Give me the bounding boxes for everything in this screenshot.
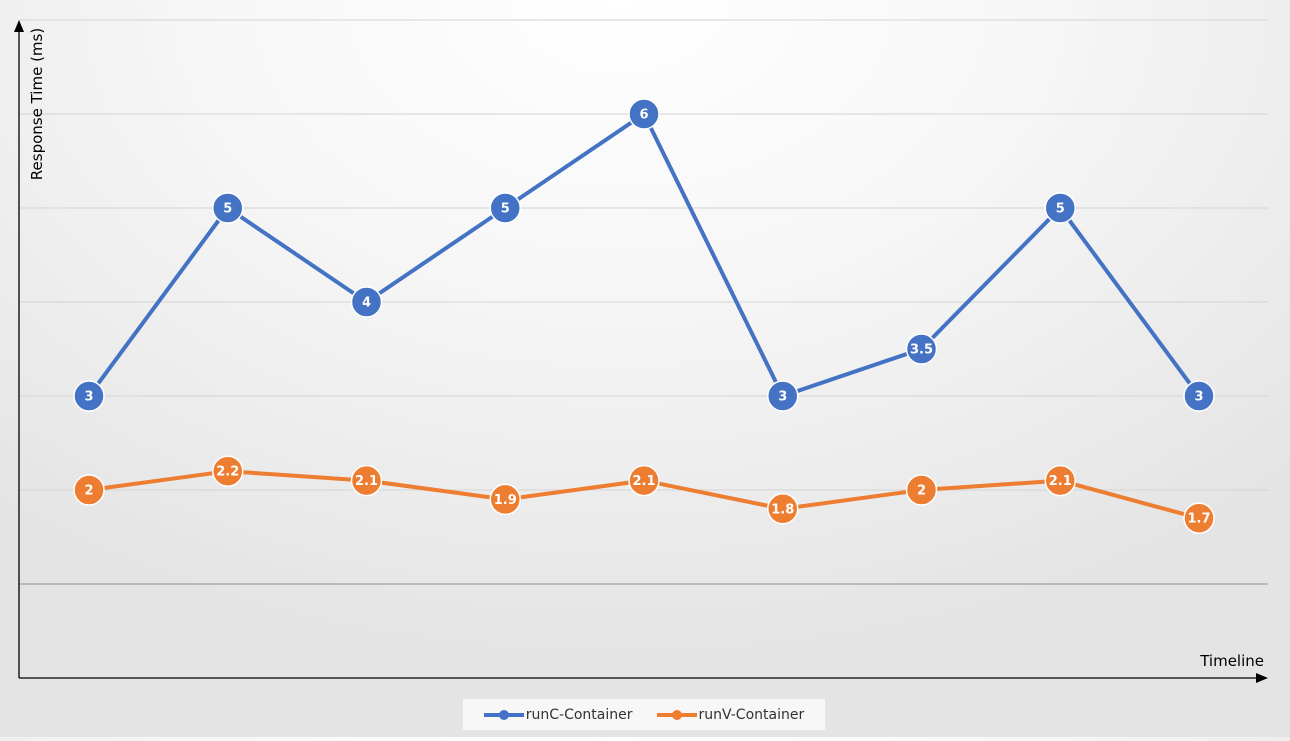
data-label: 3.5 — [910, 343, 933, 358]
data-point[interactable] — [628, 464, 660, 497]
data-label: 4 — [362, 296, 371, 311]
series-runc: 3 5 4 5 6 3 3.5 5 3 — [73, 98, 1215, 412]
data-label: 5 — [1056, 202, 1065, 217]
data-point[interactable] — [905, 333, 938, 365]
legend-swatch-runc — [483, 709, 524, 720]
axes: Response Time (ms) Timeline — [14, 20, 1268, 683]
data-label: 1.9 — [494, 493, 517, 508]
data-point[interactable] — [350, 286, 383, 318]
legend-swatch-runv — [656, 709, 697, 720]
data-point[interactable] — [1044, 192, 1076, 224]
x-axis-arrow — [1256, 673, 1268, 683]
data-point[interactable] — [212, 455, 244, 487]
data-label: 6 — [639, 108, 648, 123]
data-label: 3 — [84, 390, 93, 405]
data-point[interactable] — [73, 474, 105, 506]
data-label: 2.1 — [1049, 474, 1072, 489]
data-point[interactable] — [1183, 380, 1215, 412]
data-label: 3 — [778, 390, 787, 405]
data-label: 3 — [1194, 390, 1203, 405]
series-line — [87, 112, 1201, 398]
data-point[interactable] — [905, 474, 938, 506]
data-point[interactable] — [628, 98, 660, 130]
data-label: 2 — [917, 484, 926, 499]
y-axis-arrow — [14, 20, 24, 32]
data-label: 1.8 — [771, 502, 794, 517]
data-point[interactable] — [73, 380, 105, 412]
data-point[interactable] — [489, 483, 521, 516]
legend-label-runc: runC-Container — [525, 706, 633, 723]
data-point[interactable] — [489, 192, 521, 224]
data-label: 2.2 — [216, 465, 239, 480]
series-runv: 2 2.2 2.1 1.9 2.1 1.8 2 2.1 1.7 — [73, 455, 1215, 534]
data-label: 2.1 — [632, 474, 655, 489]
data-point[interactable] — [212, 192, 244, 224]
data-point[interactable] — [767, 380, 799, 412]
data-label: 1.7 — [1187, 512, 1210, 527]
data-point[interactable] — [350, 464, 383, 497]
data-label: 5 — [501, 202, 510, 217]
y-axis-title: Response Time (ms) — [28, 28, 46, 180]
data-label: 2.1 — [355, 474, 378, 489]
series: 3 5 4 5 6 3 3.5 5 3 2 2.2 2.1 1.9 2.1 1.8 2 2.1 1.7 — [73, 98, 1215, 534]
legend-item-runc: runC-Container — [483, 706, 633, 723]
legend: runC-Container runV-Container — [463, 699, 825, 730]
data-point[interactable] — [767, 493, 799, 525]
legend-item-runv: runV-Container — [656, 706, 805, 723]
data-label: 5 — [223, 202, 232, 217]
data-point[interactable] — [1044, 464, 1076, 497]
data-point[interactable] — [1183, 502, 1215, 534]
x-axis-title: Timeline — [1199, 652, 1264, 670]
data-label: 2 — [84, 484, 93, 499]
legend-label-runv: runV-Container — [698, 706, 805, 723]
